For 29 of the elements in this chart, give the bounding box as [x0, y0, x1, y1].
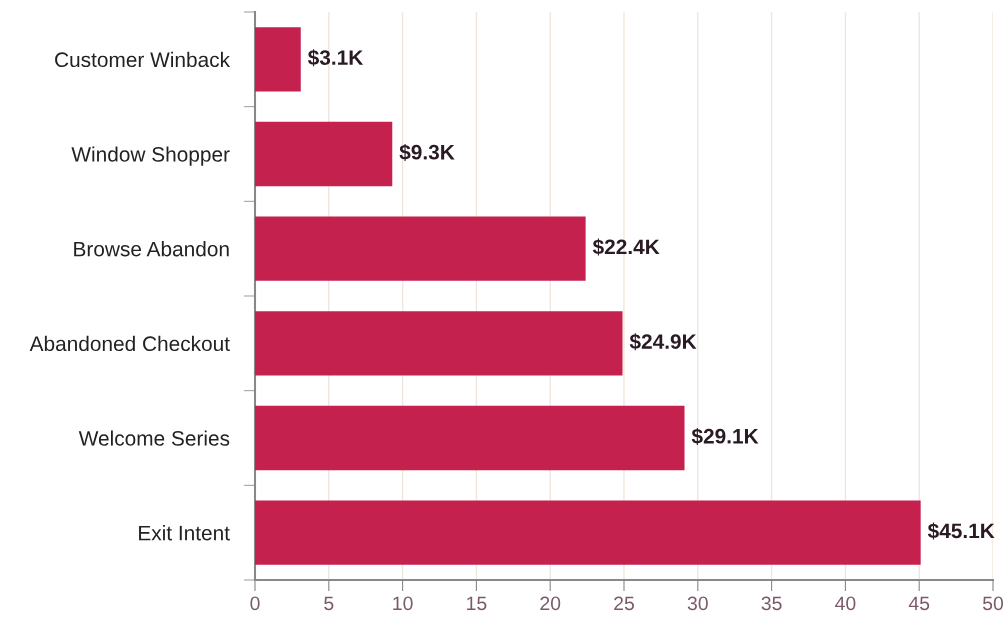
bar	[255, 27, 301, 92]
x-tick-label: 20	[540, 596, 561, 611]
bar	[255, 121, 393, 187]
x-tick-label: 10	[393, 596, 413, 611]
bar	[255, 311, 623, 376]
bar	[255, 216, 586, 281]
y-tick-label: Customer Winback	[55, 51, 231, 68]
y-tick-label: Welcome Series	[78, 430, 230, 446]
x-tick-label: 45	[908, 596, 930, 611]
bar	[255, 500, 921, 565]
bar	[255, 405, 685, 471]
x-tick-label: 25	[614, 596, 634, 611]
data-label: $29.1K	[691, 427, 759, 445]
y-tick-label: Window Shopper	[71, 146, 230, 166]
x-tick-label: 0	[250, 596, 260, 611]
y-tick-label: Abandoned Checkout	[29, 335, 230, 352]
x-tick-label: 35	[761, 596, 782, 611]
x-tick-label: 40	[835, 596, 856, 611]
x-tick-label: 15	[467, 596, 487, 611]
y-tick-label: Browse Abandon	[74, 241, 229, 257]
data-label: $3.1K	[307, 49, 364, 67]
data-label: $45.1K	[927, 522, 995, 540]
data-label: $24.9K	[629, 333, 697, 351]
data-label: $9.3K	[399, 143, 455, 161]
x-tick-label: 50	[982, 596, 1004, 611]
x-tick-label: 30	[687, 596, 708, 611]
y-tick-label: Exit Intent	[139, 525, 230, 541]
x-tick-label: 5	[324, 596, 334, 611]
data-label: $22.4K	[592, 238, 660, 256]
